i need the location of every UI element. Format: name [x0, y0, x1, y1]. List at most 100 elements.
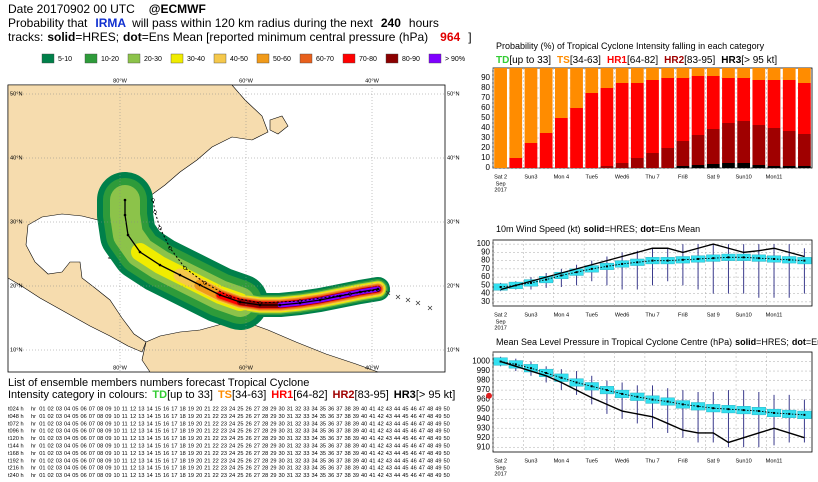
member: 05: [72, 443, 78, 449]
member: 14: [147, 473, 153, 479]
member: 08: [97, 406, 103, 412]
member: 01: [39, 451, 45, 457]
legend-range: [64-82]: [293, 389, 327, 401]
line: [500, 360, 805, 444]
y-tick-label: 1000: [472, 357, 490, 366]
member: 37: [336, 429, 342, 435]
south-america: [141, 321, 379, 373]
legend-swatch: [428, 53, 442, 64]
member: 19: [188, 473, 194, 479]
member: 45: [402, 443, 408, 449]
member: 49: [435, 458, 441, 464]
member: 11: [122, 414, 128, 420]
member: 25: [237, 406, 243, 412]
bar-segment: [661, 68, 675, 78]
member: 09: [105, 429, 111, 435]
legend-label: 60-70: [316, 56, 334, 63]
mean-marker: [727, 408, 730, 411]
member: 20: [196, 466, 202, 472]
track-cross: [385, 290, 391, 296]
bar-segment: [737, 163, 751, 168]
y-tick-label: 30: [481, 297, 490, 306]
legend-range: [up to 33]: [167, 389, 213, 401]
y-tick-label: 970: [477, 385, 491, 394]
track-point: [238, 300, 242, 304]
row-label: t072 h: [8, 421, 24, 427]
member: 31: [287, 443, 293, 449]
member: 03: [56, 406, 62, 412]
legend-range: [up to 33]: [509, 55, 551, 66]
legend-label: > 90%: [445, 56, 465, 63]
member: 28: [262, 443, 268, 449]
member: 08: [97, 436, 103, 442]
bar-segment: [722, 78, 735, 123]
member: 08: [97, 458, 103, 464]
legend-range: [83-95]: [355, 389, 389, 401]
x-tick-label: Tue5: [585, 312, 598, 318]
member: 21: [204, 473, 210, 479]
member: 37: [336, 458, 342, 464]
newfoundland: [269, 115, 289, 135]
member: 45: [402, 466, 408, 472]
legend-label: 30-40: [187, 56, 205, 63]
x-tick-label: Sat 2: [494, 174, 507, 180]
header-line-2: Probability that IRMA will pass within 120…: [8, 16, 439, 30]
legend-text: =HRES;: [605, 224, 638, 234]
member: 18: [180, 421, 186, 427]
track-point: [198, 283, 202, 287]
member: 26: [246, 443, 252, 449]
member: 22: [213, 421, 219, 427]
member: 22: [213, 436, 219, 442]
member: 08: [97, 421, 103, 427]
bar-segment: [782, 68, 796, 80]
member: 47: [419, 473, 425, 479]
y-tick-label: 960: [477, 395, 491, 404]
member: 06: [81, 414, 87, 420]
member: 37: [336, 414, 342, 420]
member: 07: [89, 406, 95, 412]
row-label: t240 h: [8, 473, 24, 479]
member: 30: [279, 466, 285, 472]
member: 05: [72, 458, 78, 464]
member: 31: [287, 466, 293, 472]
member: 36: [328, 458, 334, 464]
member: 29: [270, 436, 276, 442]
y-tick-label: 930: [477, 423, 491, 432]
member: 21: [204, 458, 210, 464]
x-tick-label: Thu 7: [645, 312, 659, 318]
member: 17: [171, 466, 177, 472]
bar-segment: [737, 68, 751, 78]
member: 35: [320, 406, 326, 412]
bar-segment: [767, 166, 781, 168]
member: 08: [97, 414, 103, 420]
mean-marker: [712, 257, 715, 260]
member: 42: [378, 458, 384, 464]
bar-segment: [661, 78, 675, 148]
member: 24: [229, 466, 235, 472]
member: 34: [312, 421, 318, 427]
member: 29: [270, 421, 276, 427]
track-point: [158, 226, 162, 230]
member: 27: [254, 443, 260, 449]
member: 42: [378, 473, 384, 479]
text: dot: [123, 30, 142, 44]
member: 28: [262, 436, 268, 442]
mean-marker: [697, 257, 700, 260]
mean-marker: [681, 403, 684, 406]
member: 44: [394, 473, 400, 479]
bar-segment: [798, 83, 811, 134]
member: 23: [221, 421, 227, 427]
legend-key: solid: [735, 337, 756, 347]
legend-name: HR1: [271, 389, 293, 401]
member: 16: [163, 436, 169, 442]
member: 03: [56, 473, 62, 479]
member: 10: [114, 414, 120, 420]
member: 05: [72, 429, 78, 435]
member: 14: [147, 406, 153, 412]
y-tick-label: 0: [486, 163, 491, 172]
text: =Ens Mean [reported minimum central pres…: [142, 30, 428, 44]
x-tick-label: Sat 9: [707, 458, 720, 464]
legend-name: TS: [557, 55, 570, 66]
member: 49: [435, 406, 441, 412]
legend-label: 40-50: [230, 56, 248, 63]
